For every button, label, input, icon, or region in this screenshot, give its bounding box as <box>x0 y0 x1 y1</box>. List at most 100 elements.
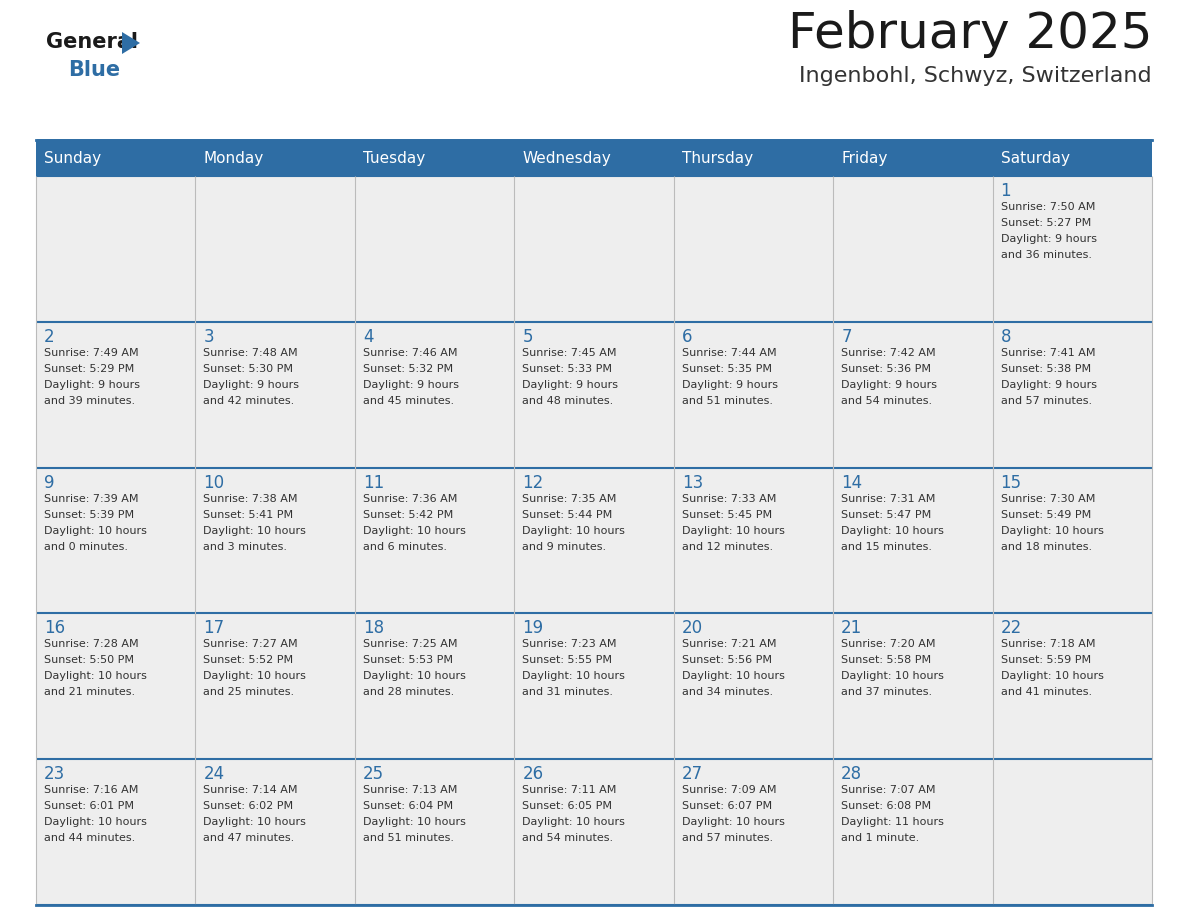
Bar <box>992 467 1152 613</box>
Text: Sunset: 5:55 PM: Sunset: 5:55 PM <box>523 655 612 666</box>
Text: February 2025: February 2025 <box>788 10 1152 58</box>
Text: Sunset: 5:49 PM: Sunset: 5:49 PM <box>1000 509 1091 520</box>
Text: 23: 23 <box>44 766 65 783</box>
Text: 21: 21 <box>841 620 862 637</box>
Bar <box>992 322 1152 467</box>
Text: 20: 20 <box>682 620 703 637</box>
Text: Sunset: 5:42 PM: Sunset: 5:42 PM <box>362 509 453 520</box>
Text: Sunrise: 7:44 AM: Sunrise: 7:44 AM <box>682 348 776 358</box>
Bar <box>674 176 833 322</box>
Bar <box>833 613 992 759</box>
Text: and 34 minutes.: and 34 minutes. <box>682 688 773 698</box>
Text: and 6 minutes.: and 6 minutes. <box>362 542 447 552</box>
Text: Daylight: 10 hours: Daylight: 10 hours <box>203 526 307 535</box>
Text: Sunrise: 7:48 AM: Sunrise: 7:48 AM <box>203 348 298 358</box>
Text: and 1 minute.: and 1 minute. <box>841 834 920 844</box>
Text: Daylight: 10 hours: Daylight: 10 hours <box>1000 526 1104 535</box>
Text: Sunrise: 7:38 AM: Sunrise: 7:38 AM <box>203 494 298 504</box>
Text: Sunset: 5:41 PM: Sunset: 5:41 PM <box>203 509 293 520</box>
Bar <box>992 176 1152 322</box>
Text: 7: 7 <box>841 328 852 346</box>
Text: Sunset: 5:44 PM: Sunset: 5:44 PM <box>523 509 613 520</box>
Text: and 54 minutes.: and 54 minutes. <box>841 396 933 406</box>
Text: 12: 12 <box>523 474 544 492</box>
Bar <box>833 140 992 176</box>
Text: Sunset: 6:05 PM: Sunset: 6:05 PM <box>523 801 612 812</box>
Bar <box>355 759 514 905</box>
Bar <box>514 759 674 905</box>
Bar <box>674 140 833 176</box>
Text: 28: 28 <box>841 766 862 783</box>
Bar <box>674 759 833 905</box>
Text: Daylight: 10 hours: Daylight: 10 hours <box>841 671 944 681</box>
Text: Sunset: 5:29 PM: Sunset: 5:29 PM <box>44 364 134 374</box>
Text: 10: 10 <box>203 474 225 492</box>
Bar <box>833 759 992 905</box>
Text: and 47 minutes.: and 47 minutes. <box>203 834 295 844</box>
Bar <box>196 322 355 467</box>
Text: Daylight: 11 hours: Daylight: 11 hours <box>841 817 944 827</box>
Text: Daylight: 10 hours: Daylight: 10 hours <box>44 526 147 535</box>
Text: Sunrise: 7:14 AM: Sunrise: 7:14 AM <box>203 785 298 795</box>
Text: 14: 14 <box>841 474 862 492</box>
Text: 5: 5 <box>523 328 532 346</box>
Text: Sunrise: 7:23 AM: Sunrise: 7:23 AM <box>523 640 617 649</box>
Text: and 18 minutes.: and 18 minutes. <box>1000 542 1092 552</box>
Text: Sunset: 5:38 PM: Sunset: 5:38 PM <box>1000 364 1091 374</box>
Text: 22: 22 <box>1000 620 1022 637</box>
Bar <box>36 759 196 905</box>
Text: Daylight: 10 hours: Daylight: 10 hours <box>203 817 307 827</box>
Bar <box>36 467 196 613</box>
Text: Sunrise: 7:45 AM: Sunrise: 7:45 AM <box>523 348 617 358</box>
Bar <box>36 176 196 322</box>
Text: Daylight: 10 hours: Daylight: 10 hours <box>682 671 784 681</box>
Bar <box>674 322 833 467</box>
Text: Daylight: 10 hours: Daylight: 10 hours <box>203 671 307 681</box>
Text: Sunset: 6:02 PM: Sunset: 6:02 PM <box>203 801 293 812</box>
Text: and 37 minutes.: and 37 minutes. <box>841 688 933 698</box>
Text: Daylight: 10 hours: Daylight: 10 hours <box>362 817 466 827</box>
Bar <box>992 140 1152 176</box>
Text: 27: 27 <box>682 766 703 783</box>
Text: Daylight: 10 hours: Daylight: 10 hours <box>362 671 466 681</box>
Text: Friday: Friday <box>841 151 887 166</box>
Text: and 28 minutes.: and 28 minutes. <box>362 688 454 698</box>
Text: Wednesday: Wednesday <box>523 151 611 166</box>
Text: Sunset: 5:50 PM: Sunset: 5:50 PM <box>44 655 134 666</box>
Text: and 9 minutes.: and 9 minutes. <box>523 542 606 552</box>
Text: Sunrise: 7:16 AM: Sunrise: 7:16 AM <box>44 785 138 795</box>
Text: Daylight: 9 hours: Daylight: 9 hours <box>362 380 459 390</box>
Bar <box>355 322 514 467</box>
Bar <box>833 176 992 322</box>
Text: Daylight: 9 hours: Daylight: 9 hours <box>523 380 618 390</box>
Text: Sunrise: 7:13 AM: Sunrise: 7:13 AM <box>362 785 457 795</box>
Text: 15: 15 <box>1000 474 1022 492</box>
Text: Sunrise: 7:42 AM: Sunrise: 7:42 AM <box>841 348 936 358</box>
Text: Daylight: 10 hours: Daylight: 10 hours <box>44 671 147 681</box>
Text: 17: 17 <box>203 620 225 637</box>
Text: Sunrise: 7:21 AM: Sunrise: 7:21 AM <box>682 640 776 649</box>
Text: Daylight: 10 hours: Daylight: 10 hours <box>841 526 944 535</box>
Text: Sunset: 6:01 PM: Sunset: 6:01 PM <box>44 801 134 812</box>
Text: and 0 minutes.: and 0 minutes. <box>44 542 128 552</box>
Bar <box>196 140 355 176</box>
Text: Sunset: 5:39 PM: Sunset: 5:39 PM <box>44 509 134 520</box>
Text: and 57 minutes.: and 57 minutes. <box>1000 396 1092 406</box>
Text: Sunrise: 7:41 AM: Sunrise: 7:41 AM <box>1000 348 1095 358</box>
Text: Sunset: 6:07 PM: Sunset: 6:07 PM <box>682 801 772 812</box>
Text: and 51 minutes.: and 51 minutes. <box>362 834 454 844</box>
Text: and 45 minutes.: and 45 minutes. <box>362 396 454 406</box>
Bar <box>355 613 514 759</box>
Text: 3: 3 <box>203 328 214 346</box>
Text: General: General <box>46 32 138 52</box>
Text: Sunset: 5:27 PM: Sunset: 5:27 PM <box>1000 218 1091 228</box>
Text: Daylight: 9 hours: Daylight: 9 hours <box>1000 380 1097 390</box>
Text: Sunset: 5:30 PM: Sunset: 5:30 PM <box>203 364 293 374</box>
Bar <box>355 176 514 322</box>
Text: Daylight: 9 hours: Daylight: 9 hours <box>682 380 778 390</box>
Text: Sunset: 5:59 PM: Sunset: 5:59 PM <box>1000 655 1091 666</box>
Text: Sunrise: 7:31 AM: Sunrise: 7:31 AM <box>841 494 935 504</box>
Text: 8: 8 <box>1000 328 1011 346</box>
Text: 16: 16 <box>44 620 65 637</box>
Text: Sunrise: 7:25 AM: Sunrise: 7:25 AM <box>362 640 457 649</box>
